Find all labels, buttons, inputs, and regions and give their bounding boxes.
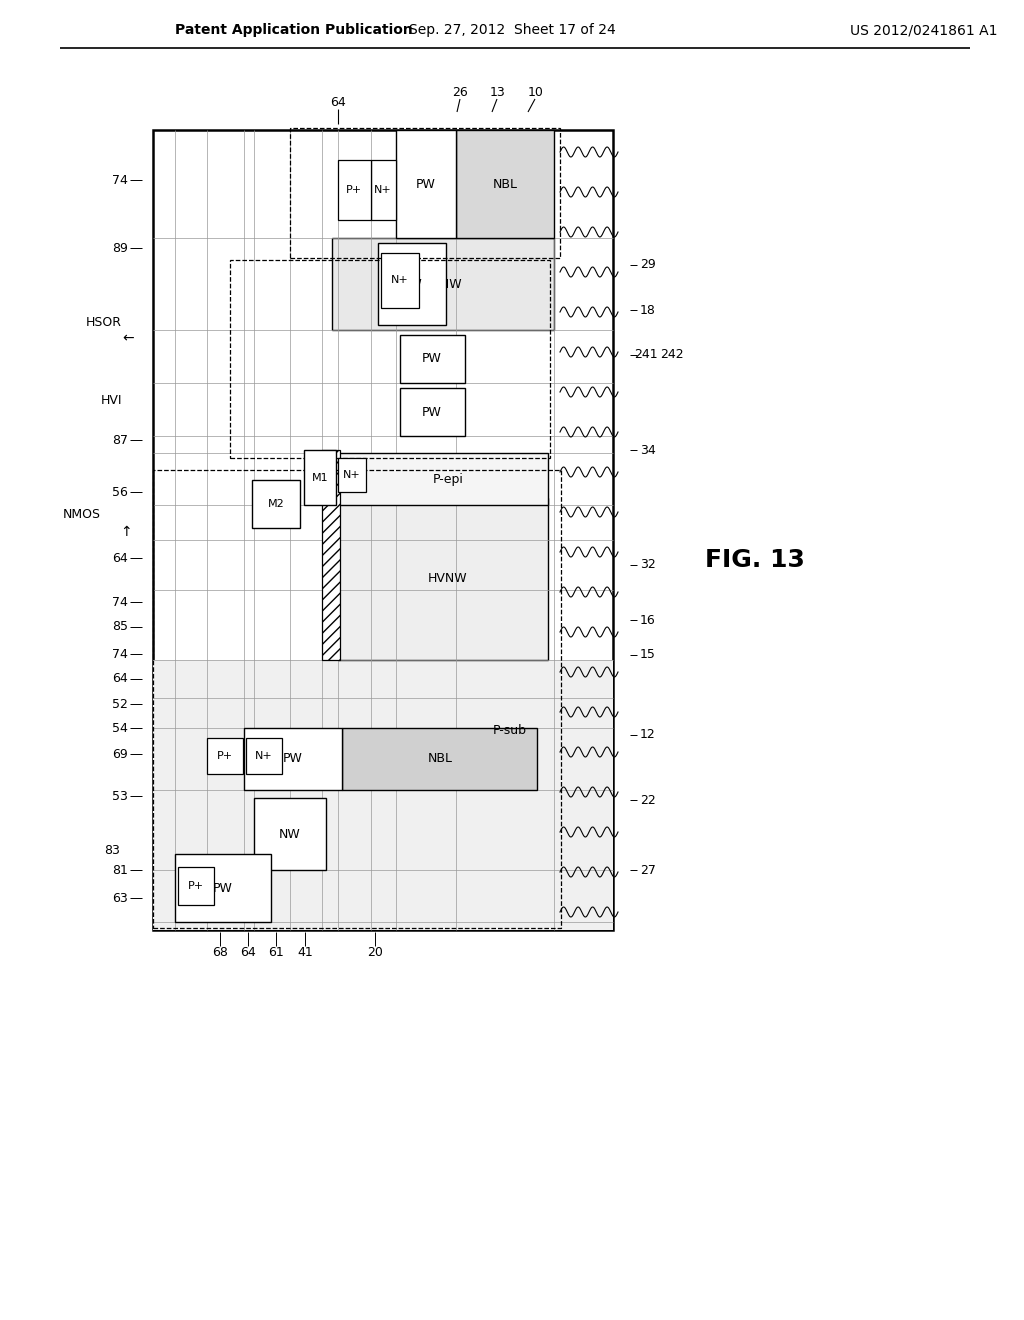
Text: 81: 81 <box>112 863 128 876</box>
Text: 64: 64 <box>330 95 346 108</box>
Bar <box>378 243 446 325</box>
Text: M2: M2 <box>267 499 285 510</box>
Bar <box>153 129 613 931</box>
Text: PW: PW <box>283 752 303 766</box>
Text: 69: 69 <box>113 747 128 760</box>
Text: 32: 32 <box>640 558 655 572</box>
Text: 53: 53 <box>112 789 128 803</box>
Text: 54: 54 <box>112 722 128 734</box>
Text: P+: P+ <box>188 880 204 891</box>
Text: NBL: NBL <box>427 752 453 766</box>
Text: 85: 85 <box>112 620 128 634</box>
Text: NW: NW <box>401 277 423 290</box>
Text: NBL: NBL <box>493 177 517 190</box>
Text: ↑: ↑ <box>121 525 132 539</box>
Text: 74: 74 <box>112 648 128 660</box>
Bar <box>153 470 561 928</box>
Text: 64: 64 <box>113 552 128 565</box>
Bar <box>381 253 419 308</box>
Bar <box>254 799 326 870</box>
Text: P-sub: P-sub <box>493 723 527 737</box>
Text: Sep. 27, 2012  Sheet 17 of 24: Sep. 27, 2012 Sheet 17 of 24 <box>409 22 615 37</box>
Text: PW: PW <box>422 405 442 418</box>
Text: NW: NW <box>280 828 301 841</box>
Text: 12: 12 <box>640 729 655 742</box>
Text: US 2012/0241861 A1: US 2012/0241861 A1 <box>850 22 997 37</box>
Text: 18: 18 <box>640 304 656 317</box>
Bar <box>230 260 550 458</box>
Text: P+: P+ <box>217 751 233 762</box>
Text: 22: 22 <box>640 793 655 807</box>
Text: 15: 15 <box>640 648 656 661</box>
Text: 56: 56 <box>112 486 128 499</box>
Text: P+: P+ <box>346 185 362 195</box>
Text: HVNW: HVNW <box>428 573 468 586</box>
Bar <box>290 128 560 257</box>
Text: FIG. 13: FIG. 13 <box>706 548 805 572</box>
Text: N+: N+ <box>255 751 272 762</box>
Bar <box>332 238 554 330</box>
Text: 29: 29 <box>640 259 655 272</box>
Bar <box>153 660 613 931</box>
Text: N+: N+ <box>391 275 409 285</box>
Text: 10: 10 <box>528 86 544 99</box>
Text: HSOR: HSOR <box>86 315 122 329</box>
Bar <box>338 498 548 660</box>
Text: PW: PW <box>422 352 442 366</box>
Text: 41: 41 <box>297 945 313 958</box>
Text: 64: 64 <box>113 672 128 685</box>
Bar <box>338 458 366 492</box>
Bar <box>371 160 396 220</box>
Text: 63: 63 <box>113 891 128 904</box>
Text: 87: 87 <box>112 433 128 446</box>
Bar <box>175 854 271 921</box>
Text: 26: 26 <box>453 86 468 99</box>
Text: 61: 61 <box>268 945 284 958</box>
Text: Patent Application Publication: Patent Application Publication <box>175 22 413 37</box>
Bar <box>400 335 465 383</box>
Bar <box>400 388 465 436</box>
Text: 242: 242 <box>660 348 684 362</box>
Text: 89: 89 <box>112 242 128 255</box>
Text: 68: 68 <box>212 945 228 958</box>
Bar <box>207 738 243 774</box>
Bar <box>342 729 537 789</box>
Text: 52: 52 <box>112 697 128 710</box>
Text: 13: 13 <box>490 86 506 99</box>
Text: N+: N+ <box>343 470 360 480</box>
Text: N+: N+ <box>374 185 392 195</box>
Text: 16: 16 <box>640 614 655 627</box>
Text: HVI: HVI <box>100 393 122 407</box>
Text: P-epi: P-epi <box>432 473 464 486</box>
Text: 83: 83 <box>104 843 120 857</box>
Text: PW: PW <box>213 882 232 895</box>
Bar <box>338 453 548 506</box>
Text: 74: 74 <box>112 595 128 609</box>
Bar <box>304 450 336 506</box>
Text: ←: ← <box>123 331 134 345</box>
Text: NMOS: NMOS <box>63 507 101 520</box>
Text: 27: 27 <box>640 863 656 876</box>
Text: PW: PW <box>416 177 436 190</box>
Bar <box>396 129 456 238</box>
Text: 74: 74 <box>112 173 128 186</box>
Bar <box>456 129 554 238</box>
Text: 34: 34 <box>640 444 655 457</box>
Text: 20: 20 <box>367 945 383 958</box>
Bar <box>338 160 371 220</box>
Bar <box>244 729 342 789</box>
Text: 241: 241 <box>634 348 657 362</box>
Bar <box>178 867 214 906</box>
Bar <box>252 480 300 528</box>
Bar <box>322 450 340 660</box>
Text: 64: 64 <box>240 945 256 958</box>
Text: M1: M1 <box>311 473 329 483</box>
Text: HVNW: HVNW <box>423 277 463 290</box>
Bar <box>246 738 282 774</box>
